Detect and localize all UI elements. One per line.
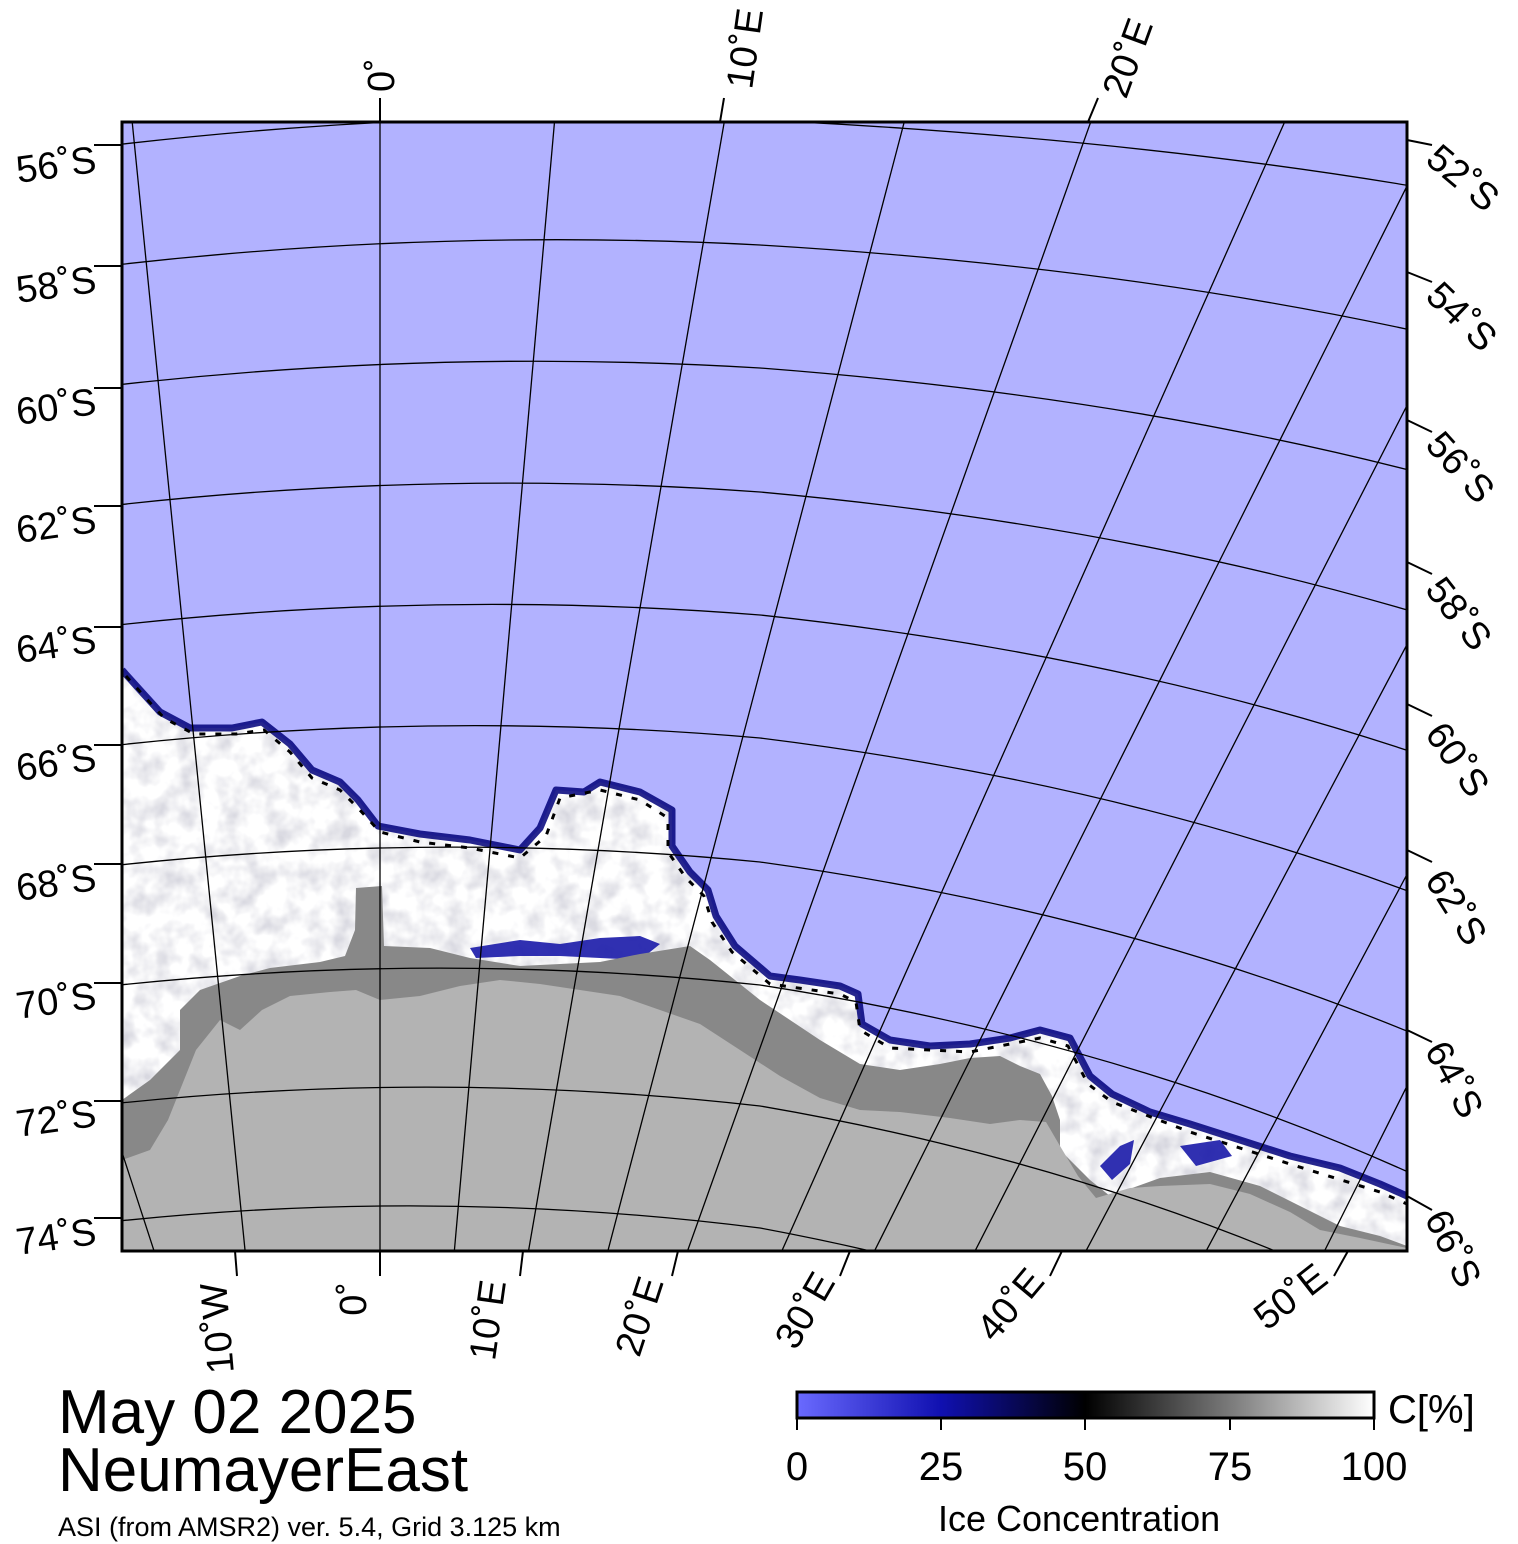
tick-label: 0˚ xyxy=(333,1282,375,1316)
tick-label: 72˚S xyxy=(14,1093,99,1146)
colorbar-unit: C[%] xyxy=(1388,1388,1475,1432)
bottom-meridian-labels: 10˚W 0˚ 10˚E 20˚E 30˚E 40˚E 50˚E xyxy=(193,1256,1335,1375)
tick-label: 10˚W xyxy=(193,1281,243,1375)
tick-label: 20˚E xyxy=(608,1272,673,1361)
data-source: ASI (from AMSR2) ver. 5.4, Grid 3.125 km xyxy=(58,1512,561,1542)
graticule-parallels xyxy=(122,122,1407,1251)
tick-label: 58˚S xyxy=(1417,570,1500,659)
ice-edge-band xyxy=(122,667,1407,1200)
tick-label: 52˚S xyxy=(1418,137,1506,221)
map-date: May 02 2025 xyxy=(58,1378,417,1447)
tick-label: 30˚E xyxy=(767,1266,844,1357)
top-meridian-labels: 0˚ 10˚E 20˚E xyxy=(361,6,1162,103)
tick-label: 66˚S xyxy=(14,737,99,790)
tick-label: 58˚S xyxy=(14,259,99,312)
tick-label: 74˚S xyxy=(14,1211,99,1264)
region-name: NeumayerEast xyxy=(58,1436,469,1505)
tick-label: 68˚S xyxy=(14,857,99,910)
colorbar-tick-label: 25 xyxy=(919,1445,964,1489)
tick-label: 10˚E xyxy=(462,1277,515,1362)
colorbar-tick-label: 100 xyxy=(1341,1445,1408,1489)
colorbar: C[%] 0 25 50 75 100 xyxy=(786,1388,1475,1489)
coastal-polynya xyxy=(1100,1140,1134,1180)
tick-label: 62˚S xyxy=(14,499,99,552)
left-parallel-labels: 56˚S 58˚S 60˚S 62˚S 64˚S 66˚S 68˚S 70˚S … xyxy=(14,139,99,1264)
land-area xyxy=(122,980,1407,1251)
graticule-meridians xyxy=(122,122,1407,1251)
tick-label: 20˚E xyxy=(1095,13,1162,103)
tick-label: 50˚E xyxy=(1246,1256,1335,1339)
colorbar-tick-label: 50 xyxy=(1063,1445,1108,1489)
colorbar-gradient xyxy=(795,1390,1376,1420)
map-frame xyxy=(120,120,1409,1253)
tick-label: 64˚S xyxy=(14,619,99,672)
tick-label: 10˚E xyxy=(719,6,772,91)
tick-label: 56˚S xyxy=(1417,424,1502,512)
frame-ticks xyxy=(94,97,1433,1277)
colorbar-tick-label: 75 xyxy=(1208,1445,1253,1489)
tick-label: 40˚E xyxy=(969,1261,1053,1349)
colorbar-tick-label: 0 xyxy=(786,1445,808,1489)
tick-label: 70˚S xyxy=(14,975,99,1028)
tick-label: 0˚ xyxy=(361,58,403,92)
tick-label: 64˚S xyxy=(1416,1035,1491,1126)
tick-label: 56˚S xyxy=(14,139,99,192)
tick-label: 60˚S xyxy=(14,381,99,434)
tick-label: 54˚S xyxy=(1418,274,1505,360)
tick-label: 62˚S xyxy=(1416,863,1494,953)
tick-label: 66˚S xyxy=(1416,1204,1489,1295)
colorbar-title: Ice Concentration xyxy=(938,1498,1221,1539)
coastal-polynya xyxy=(1180,1140,1232,1166)
coastal-polynya xyxy=(470,936,660,960)
tick-label: 60˚S xyxy=(1417,715,1497,805)
